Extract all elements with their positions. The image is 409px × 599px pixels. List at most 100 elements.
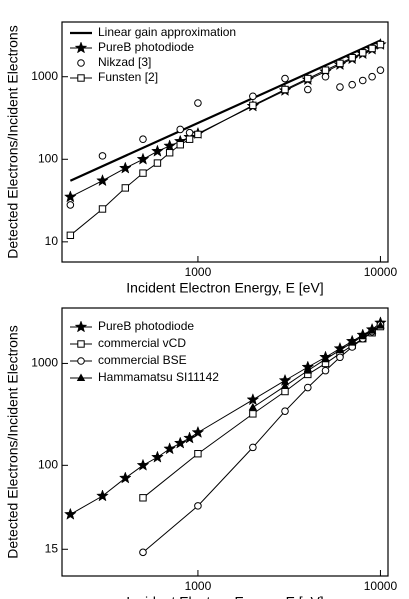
- triangle-marker: [248, 402, 258, 411]
- square-marker: [66, 231, 75, 240]
- series-line: [70, 322, 381, 515]
- star-marker: [96, 489, 109, 502]
- plot-frame: [61, 307, 389, 577]
- square-marker: [185, 135, 194, 143]
- circle-marker: [321, 72, 330, 81]
- star-marker: [163, 442, 177, 455]
- y-axis-label: Detected Electrons/Incident Electrons: [5, 25, 21, 258]
- square-marker: [194, 130, 202, 139]
- square-marker: [249, 410, 257, 418]
- square-marker: [368, 44, 376, 53]
- triangle-marker: [321, 354, 330, 363]
- square-marker: [321, 66, 330, 74]
- legend-marker: [77, 357, 85, 365]
- square-marker: [336, 59, 344, 68]
- square-marker: [98, 205, 107, 213]
- square-marker: [281, 85, 289, 94]
- circle-marker: [281, 74, 289, 83]
- legend-label: Nikzad [3]: [98, 55, 151, 69]
- star-marker: [136, 458, 150, 471]
- x-tick-label: 1000: [185, 265, 212, 279]
- triangle-marker: [376, 321, 385, 329]
- star-marker: [183, 431, 196, 444]
- star-marker: [163, 139, 177, 152]
- legend-marker: [77, 74, 85, 82]
- circle-marker: [321, 366, 330, 375]
- circle-marker: [304, 383, 312, 392]
- y-tick-label: 100: [38, 151, 58, 165]
- star-marker: [246, 393, 260, 406]
- circle-marker: [368, 72, 376, 81]
- star-marker: [173, 436, 187, 449]
- square-marker: [153, 159, 162, 167]
- star-marker: [96, 174, 109, 187]
- y-tick-label: 1000: [31, 356, 58, 370]
- star-marker: [191, 425, 205, 438]
- triangle-marker: [358, 331, 367, 340]
- square-marker: [139, 494, 147, 502]
- triangle-marker: [280, 381, 290, 390]
- legend-marker: [74, 41, 88, 54]
- y-tick-label: 10: [45, 234, 59, 248]
- circle-marker: [304, 85, 312, 94]
- x-axis-label: Incident Electron Energy, E [eV]: [126, 280, 323, 296]
- triangle-marker: [347, 338, 357, 346]
- star-marker: [151, 450, 164, 463]
- square-marker: [281, 387, 289, 396]
- triangle-marker: [335, 345, 345, 354]
- legend-label: PureB photodiode: [98, 319, 194, 333]
- y-axis-label: Detected Electrons/Incident Electrons: [5, 325, 21, 558]
- star-marker: [63, 507, 77, 520]
- y-tick-label: 15: [45, 541, 59, 555]
- circle-marker: [281, 407, 289, 415]
- square-marker: [139, 169, 147, 177]
- x-tick-label: 10000: [364, 579, 398, 593]
- square-marker: [376, 40, 385, 49]
- square-marker: [304, 74, 312, 83]
- square-marker: [359, 49, 367, 57]
- square-marker: [194, 450, 202, 458]
- y-tick-label: 1000: [31, 69, 58, 83]
- triangle-marker: [367, 326, 377, 334]
- circle-marker: [98, 152, 107, 160]
- square-marker: [121, 184, 129, 192]
- circle-marker: [249, 92, 257, 101]
- circle-marker: [336, 83, 344, 91]
- square-marker: [176, 141, 184, 149]
- legend-marker: [74, 320, 88, 333]
- square-marker: [165, 149, 174, 157]
- series-line: [69, 39, 381, 182]
- square-marker: [249, 101, 257, 110]
- square-marker: [348, 53, 356, 62]
- circle-marker: [376, 66, 385, 74]
- circle-marker: [194, 502, 202, 510]
- circle-marker: [194, 99, 202, 107]
- circle-marker: [185, 128, 194, 137]
- star-marker: [136, 152, 150, 165]
- circle-marker: [358, 76, 367, 85]
- plot-frame: [61, 21, 389, 263]
- circle-marker: [249, 443, 257, 452]
- legend-marker: [77, 340, 85, 348]
- circle-marker: [176, 125, 185, 134]
- legend-label: Funsten [2]: [98, 70, 158, 84]
- circle-marker: [139, 135, 147, 144]
- legend-label: Linear gain approximation: [98, 25, 236, 39]
- legend-label: Hammamatsu SI11142: [98, 370, 219, 384]
- legend-marker: [76, 373, 86, 381]
- x-axis-label: Incident Electron Energy, E [eV]: [126, 594, 323, 599]
- triangle-marker: [303, 366, 313, 374]
- star-marker: [118, 471, 132, 484]
- circle-marker: [336, 353, 344, 362]
- star-marker: [118, 161, 132, 174]
- star-marker: [151, 144, 164, 157]
- star-marker: [63, 190, 77, 203]
- x-tick-label: 1000: [185, 579, 212, 593]
- legend-label: commercial BSE: [98, 353, 187, 367]
- y-tick-label: 100: [38, 457, 58, 471]
- legend-marker: [77, 59, 85, 67]
- legend-label: PureB photodiode: [98, 40, 194, 54]
- circle-marker: [66, 201, 75, 209]
- circle-marker: [139, 548, 147, 557]
